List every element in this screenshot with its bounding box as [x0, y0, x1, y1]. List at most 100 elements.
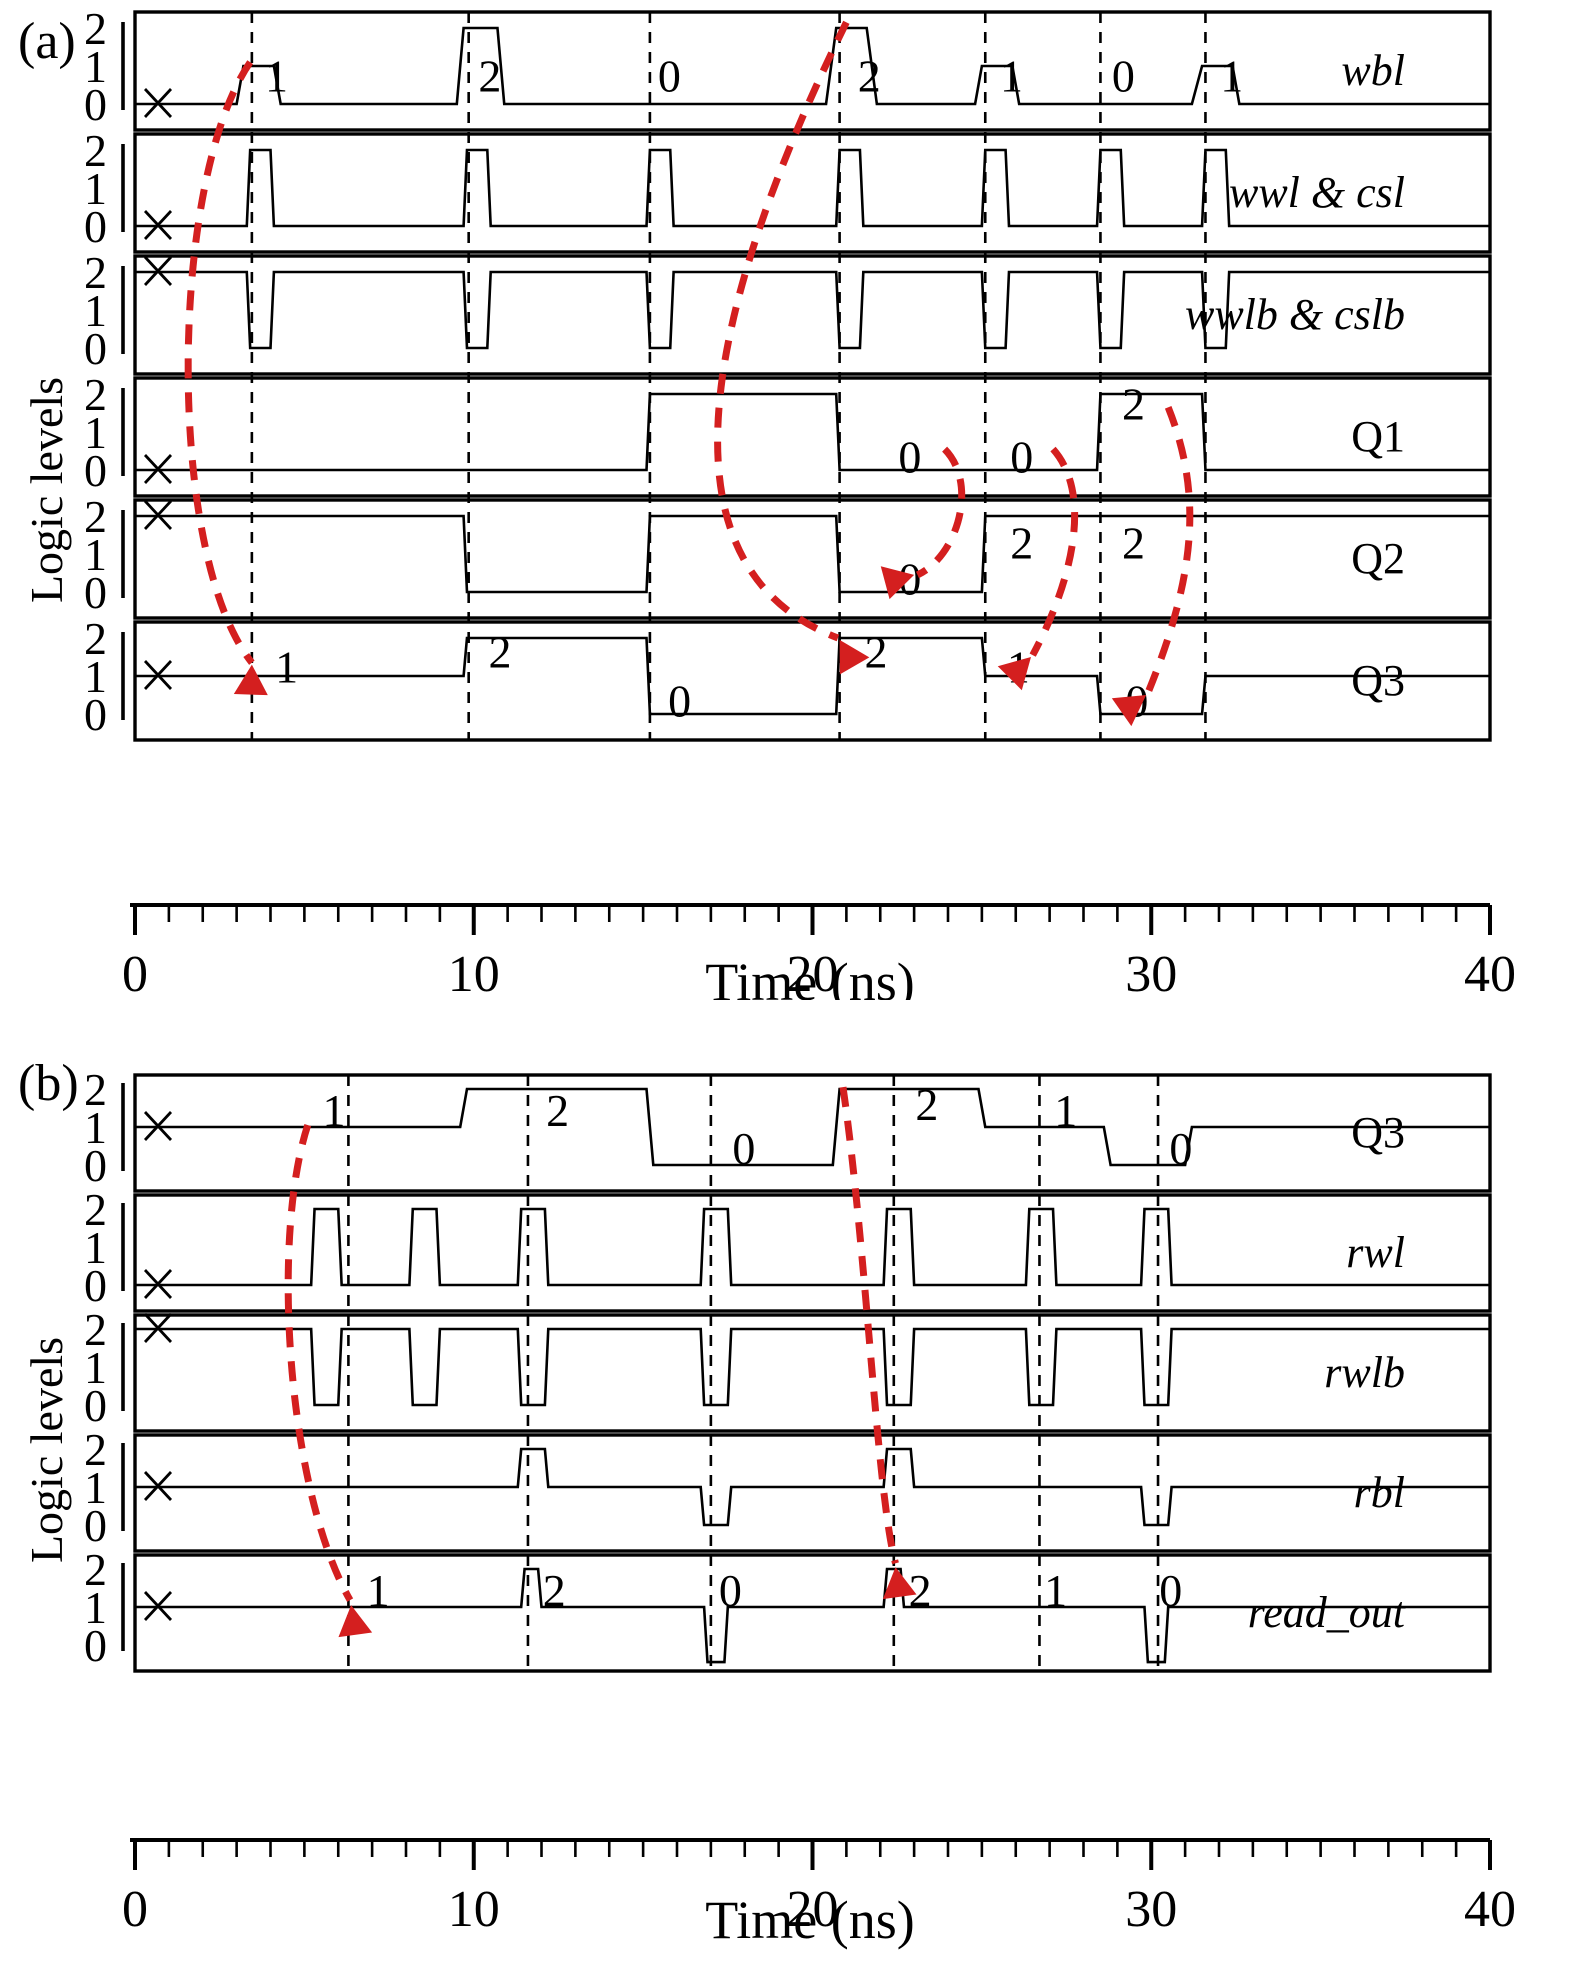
waveform-trace	[135, 514, 1490, 594]
y-level-label: 1	[84, 163, 107, 214]
waveform-annotation: 2	[546, 1085, 569, 1136]
waveform-annotation: 2	[489, 626, 512, 677]
waveform-annotation: 0	[732, 1123, 755, 1174]
panel-a-letter: (a)	[18, 13, 76, 70]
y-level-label: 0	[84, 567, 107, 618]
y-level-label: 2	[84, 3, 107, 54]
waveform-annotation: 0	[1010, 432, 1033, 483]
causality-arrow	[714, 20, 850, 642]
signal-name-label: read_out	[1248, 1588, 1407, 1637]
signal-name-label: Q2	[1351, 534, 1405, 583]
waveform-trace	[135, 148, 1490, 228]
waveform-annotation: 1	[275, 642, 298, 693]
causality-arrow	[284, 1124, 354, 1602]
waveform-annotation: 0	[719, 1565, 742, 1616]
y-level-label: 0	[84, 201, 107, 252]
waveform-trace	[135, 26, 1490, 106]
y-level-label: 1	[84, 285, 107, 336]
causality-arrow	[1029, 446, 1079, 657]
y-level-label: 0	[84, 323, 107, 374]
y-level-label: 0	[84, 1140, 107, 1191]
waveform-annotation: 2	[1122, 379, 1145, 430]
waveform-trace	[135, 1447, 1490, 1527]
x-tick-label: 20	[787, 1881, 839, 1938]
signal-name-label: rwlb	[1324, 1348, 1405, 1397]
waveform-trace	[135, 270, 1490, 350]
waveform-annotation: 0	[1169, 1123, 1192, 1174]
causality-arrow-head-icon	[997, 657, 1031, 691]
causality-arrow	[1144, 406, 1194, 695]
causality-arrow-head-icon	[839, 639, 870, 675]
y-level-label: 1	[84, 41, 107, 92]
x-tick-label: 10	[448, 1881, 500, 1938]
y-level-label: 2	[84, 1544, 107, 1595]
waveform-annotation: 2	[915, 1079, 938, 1130]
waveform-annotation: 2	[543, 1565, 566, 1616]
panel-b-arrows	[284, 1086, 917, 1638]
waveform-row-rbl: 210 rbl	[84, 1424, 1492, 1553]
y-level-label: 1	[84, 1222, 107, 1273]
y-level-label: 1	[84, 407, 107, 458]
waveform-annotation: 2	[858, 51, 881, 102]
signal-name-label: Q1	[1351, 412, 1405, 461]
waveform-trace	[135, 1207, 1490, 1287]
waveform-annotation: 2	[909, 1565, 932, 1616]
waveform-trace	[135, 392, 1490, 472]
y-level-label: 0	[84, 1380, 107, 1431]
y-level-label: 2	[84, 369, 107, 420]
y-level-label: 2	[84, 1064, 107, 1115]
waveform-annotation: 1	[1044, 1565, 1067, 1616]
y-level-label: 0	[84, 1260, 107, 1311]
y-level-label: 0	[84, 1500, 107, 1551]
y-level-label: 2	[84, 1184, 107, 1235]
y-level-label: 1	[84, 529, 107, 580]
y-level-label: 2	[84, 613, 107, 664]
y-level-label: 2	[84, 1304, 107, 1355]
waveform-annotation: 0	[898, 554, 921, 605]
x-tick-label: 0	[122, 1881, 148, 1938]
causality-arrow-head-icon	[338, 1605, 373, 1638]
waveform-annotation: 0	[898, 432, 921, 483]
waveform-annotation: 2	[1122, 518, 1145, 569]
y-level-label: 1	[84, 1462, 107, 1513]
x-tick-label: 30	[1125, 946, 1177, 1000]
panel-b-ylabel: Logic levels	[21, 1337, 72, 1563]
causality-arrow-head-icon	[233, 664, 268, 696]
waveform-trace	[135, 636, 1490, 716]
panel-b-xticks: 0 10 20 30 40	[122, 1840, 1516, 1938]
panel-b: (b) Logic levels 2 1 0 1 2 0 2 1 0 Q3 2 1 0 rwl 2 1 0 rwl…	[0, 1000, 1575, 1984]
waveform-trace	[135, 1327, 1490, 1407]
waveform-trace	[135, 1087, 1490, 1167]
y-level-label: 2	[84, 1424, 107, 1475]
waveform-annotation: 0	[668, 676, 691, 727]
y-level-label: 0	[84, 79, 107, 130]
waveform-annotation: 2	[865, 626, 888, 677]
panel-b-letter: (b)	[18, 1055, 79, 1112]
waveform-row-wwl-csl: 210 wwl & csl	[84, 125, 1492, 254]
x-tick-label: 20	[787, 946, 839, 1000]
waveform-row-rwl: 210 rwl	[84, 1184, 1492, 1313]
waveform-annotation: 1	[323, 1085, 346, 1136]
panel-a-ylabel: Logic levels	[21, 377, 72, 603]
panel-a-arrows	[184, 20, 1194, 727]
waveform-annotation: 1	[1220, 51, 1243, 102]
waveform-annotation: 0	[658, 51, 681, 102]
signal-name-label: wwl & csl	[1229, 168, 1405, 217]
waveform-annotation: 1	[1054, 1085, 1077, 1136]
x-tick-label: 0	[122, 946, 148, 1000]
x-tick-label: 10	[448, 946, 500, 1000]
y-level-label: 2	[84, 247, 107, 298]
panel-a-xaxis: 0 10 20 30 40	[122, 903, 1516, 1000]
causality-arrow	[184, 60, 255, 665]
signal-name-label: Q3	[1351, 1108, 1405, 1157]
panel-a-xticks: 0 10 20 30 40	[122, 905, 1516, 1000]
y-level-label: 0	[84, 1620, 107, 1671]
